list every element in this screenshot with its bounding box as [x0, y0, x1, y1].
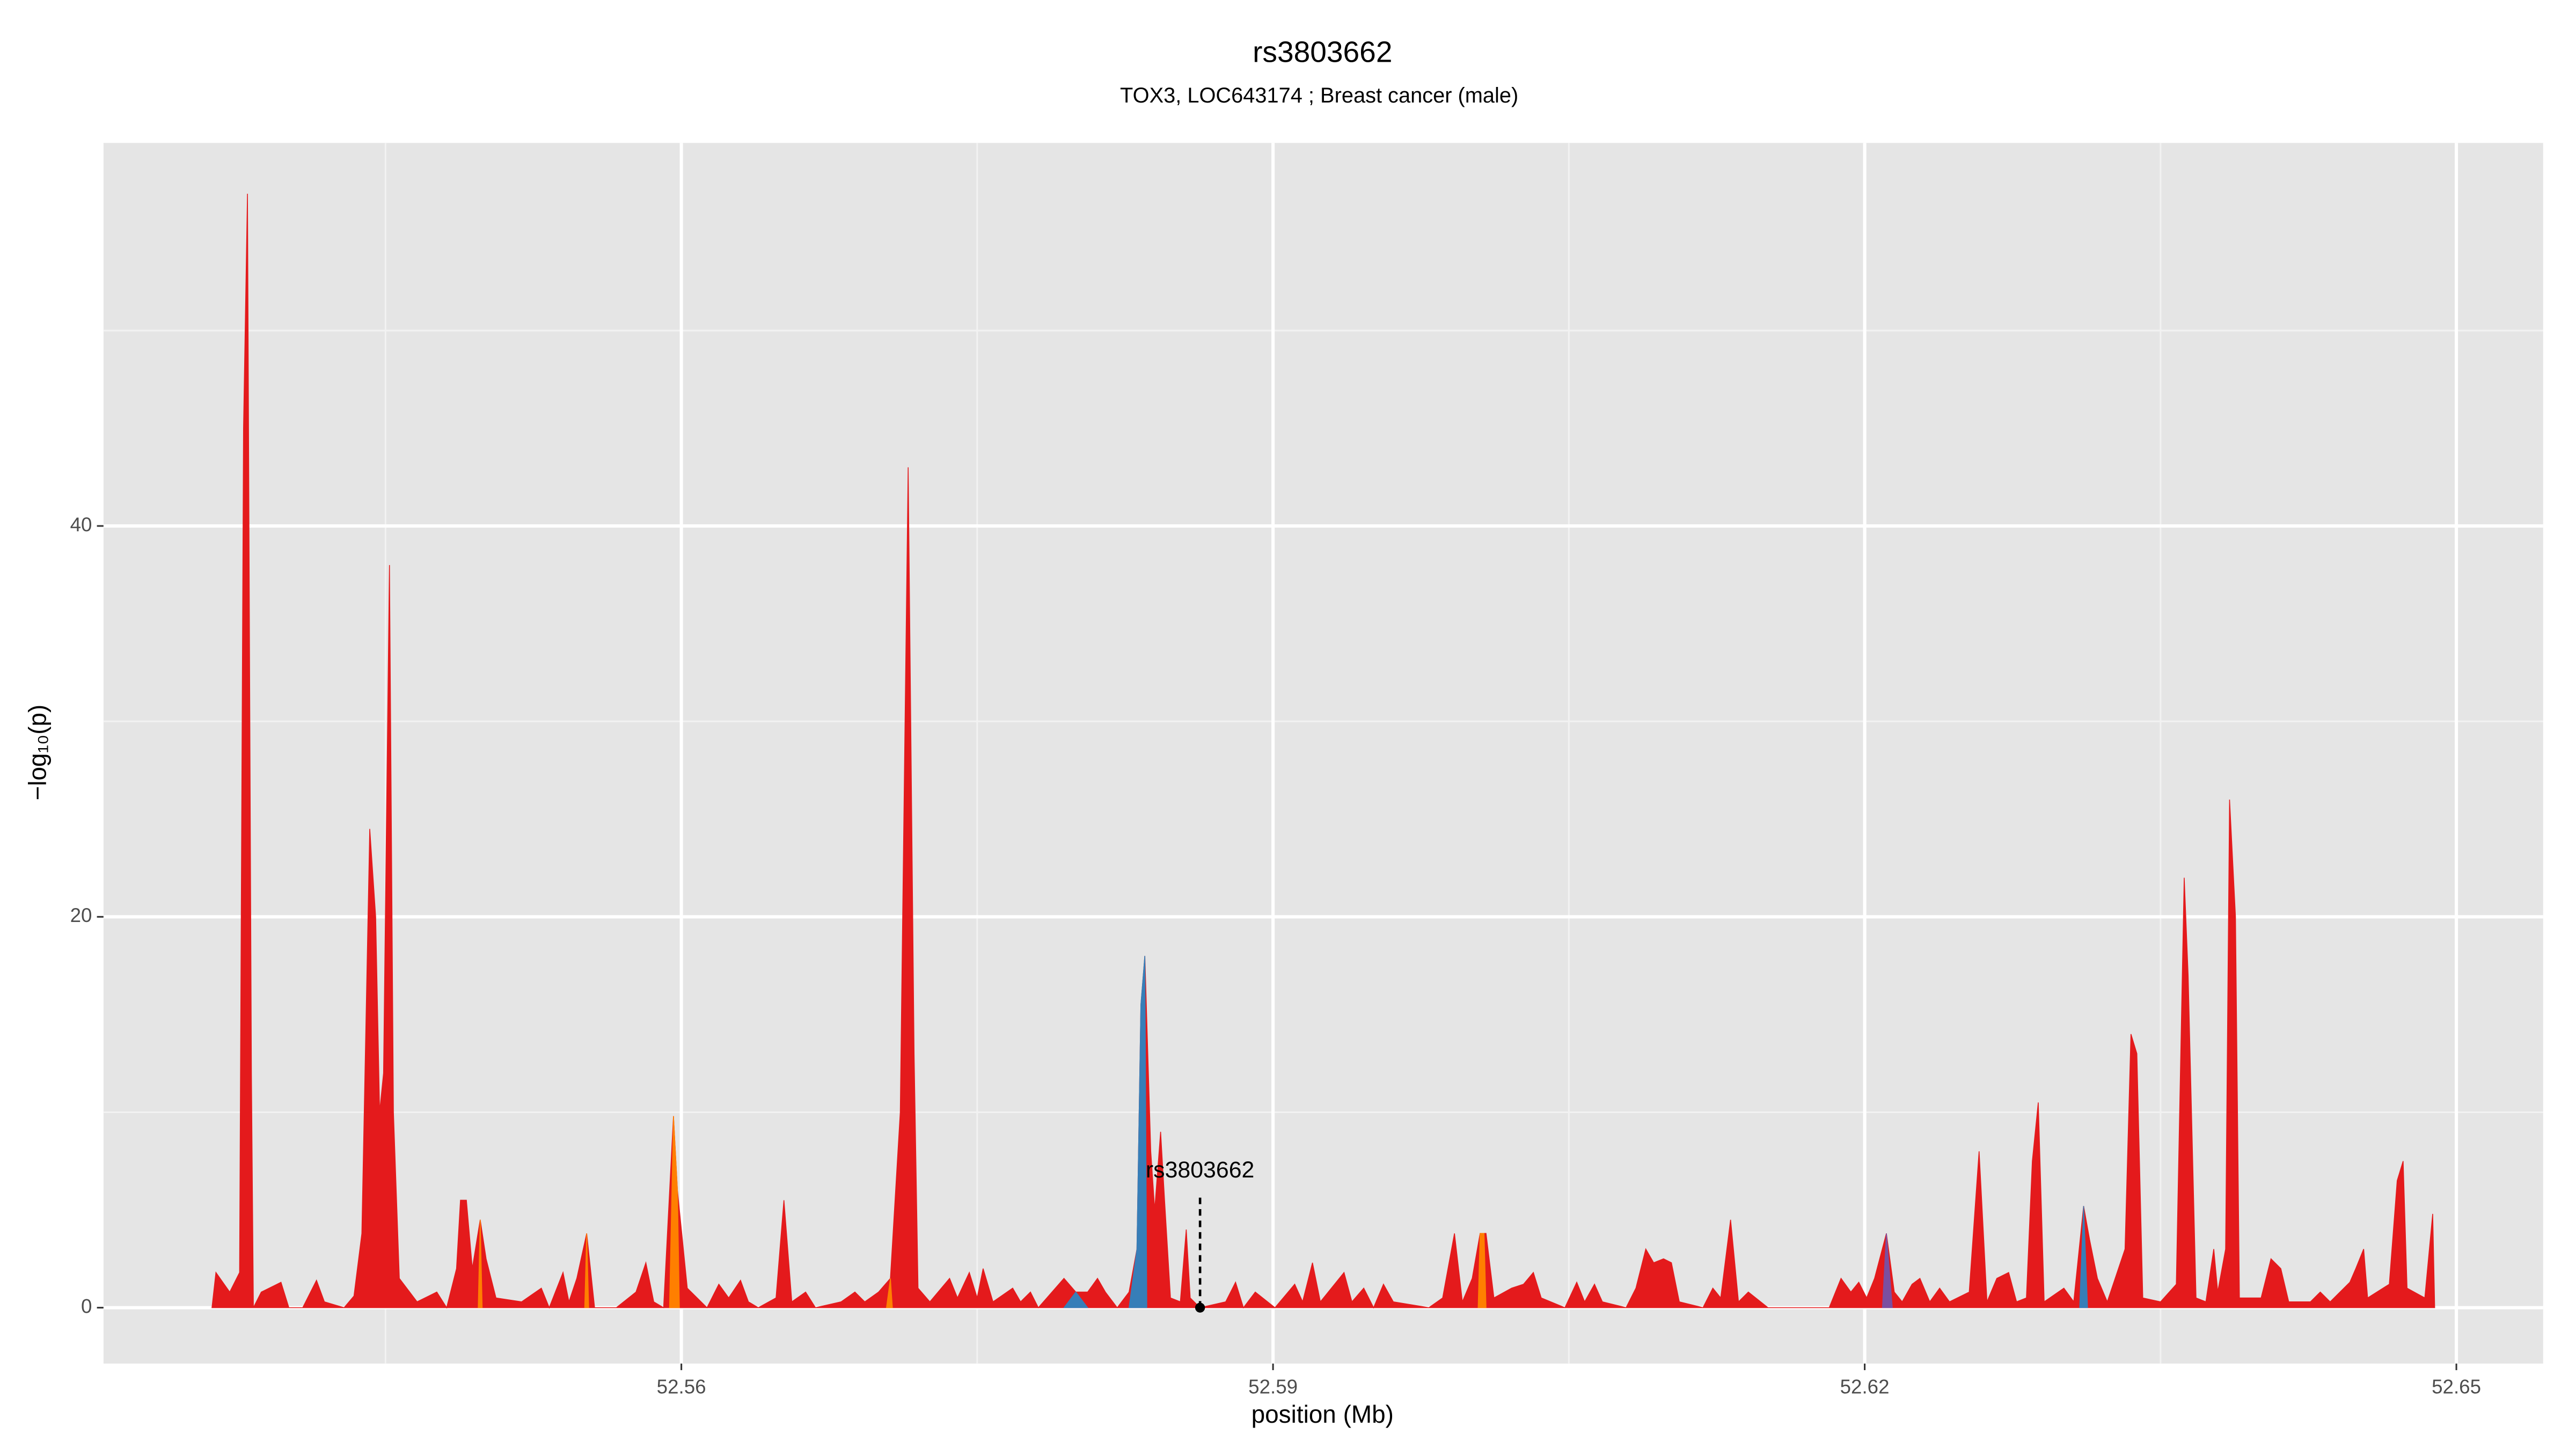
area: [584, 1233, 589, 1308]
y-axis-title: −log₁₀(p): [24, 705, 52, 801]
area: [1063, 1291, 1089, 1308]
x-tick-label: 52.65: [2432, 1375, 2481, 1397]
marks: [211, 193, 2435, 1309]
x-tick-label: 52.62: [1840, 1375, 1890, 1397]
labels: 52.56 52.59 52.62 52.65 0 20 40 rs3803662: [70, 514, 2481, 1398]
x-axis-title: position (Mb): [1252, 1400, 1394, 1428]
area: [669, 1116, 680, 1308]
plot-background: [103, 143, 2543, 1364]
annotation-point: [1195, 1302, 1205, 1313]
area: [1128, 956, 1147, 1308]
y-tick-label: 40: [70, 514, 92, 536]
area: [478, 1219, 483, 1308]
annotation-label: rs3803662: [1146, 1157, 1254, 1183]
area: [211, 193, 2435, 1309]
y-tick-label: 20: [70, 904, 92, 926]
area: [885, 1278, 893, 1308]
x-tick-label: 52.59: [1248, 1375, 1298, 1397]
area: [2079, 1206, 2088, 1308]
chart-title: rs3803662: [1253, 35, 1392, 69]
area: [1477, 1233, 1487, 1308]
chart-subtitle: TOX3, LOC643174 ; Breast cancer (male): [1120, 84, 1518, 107]
x-tick-label: 52.56: [657, 1375, 706, 1397]
area: [1882, 1233, 1893, 1308]
y-tick-label: 0: [81, 1295, 92, 1317]
